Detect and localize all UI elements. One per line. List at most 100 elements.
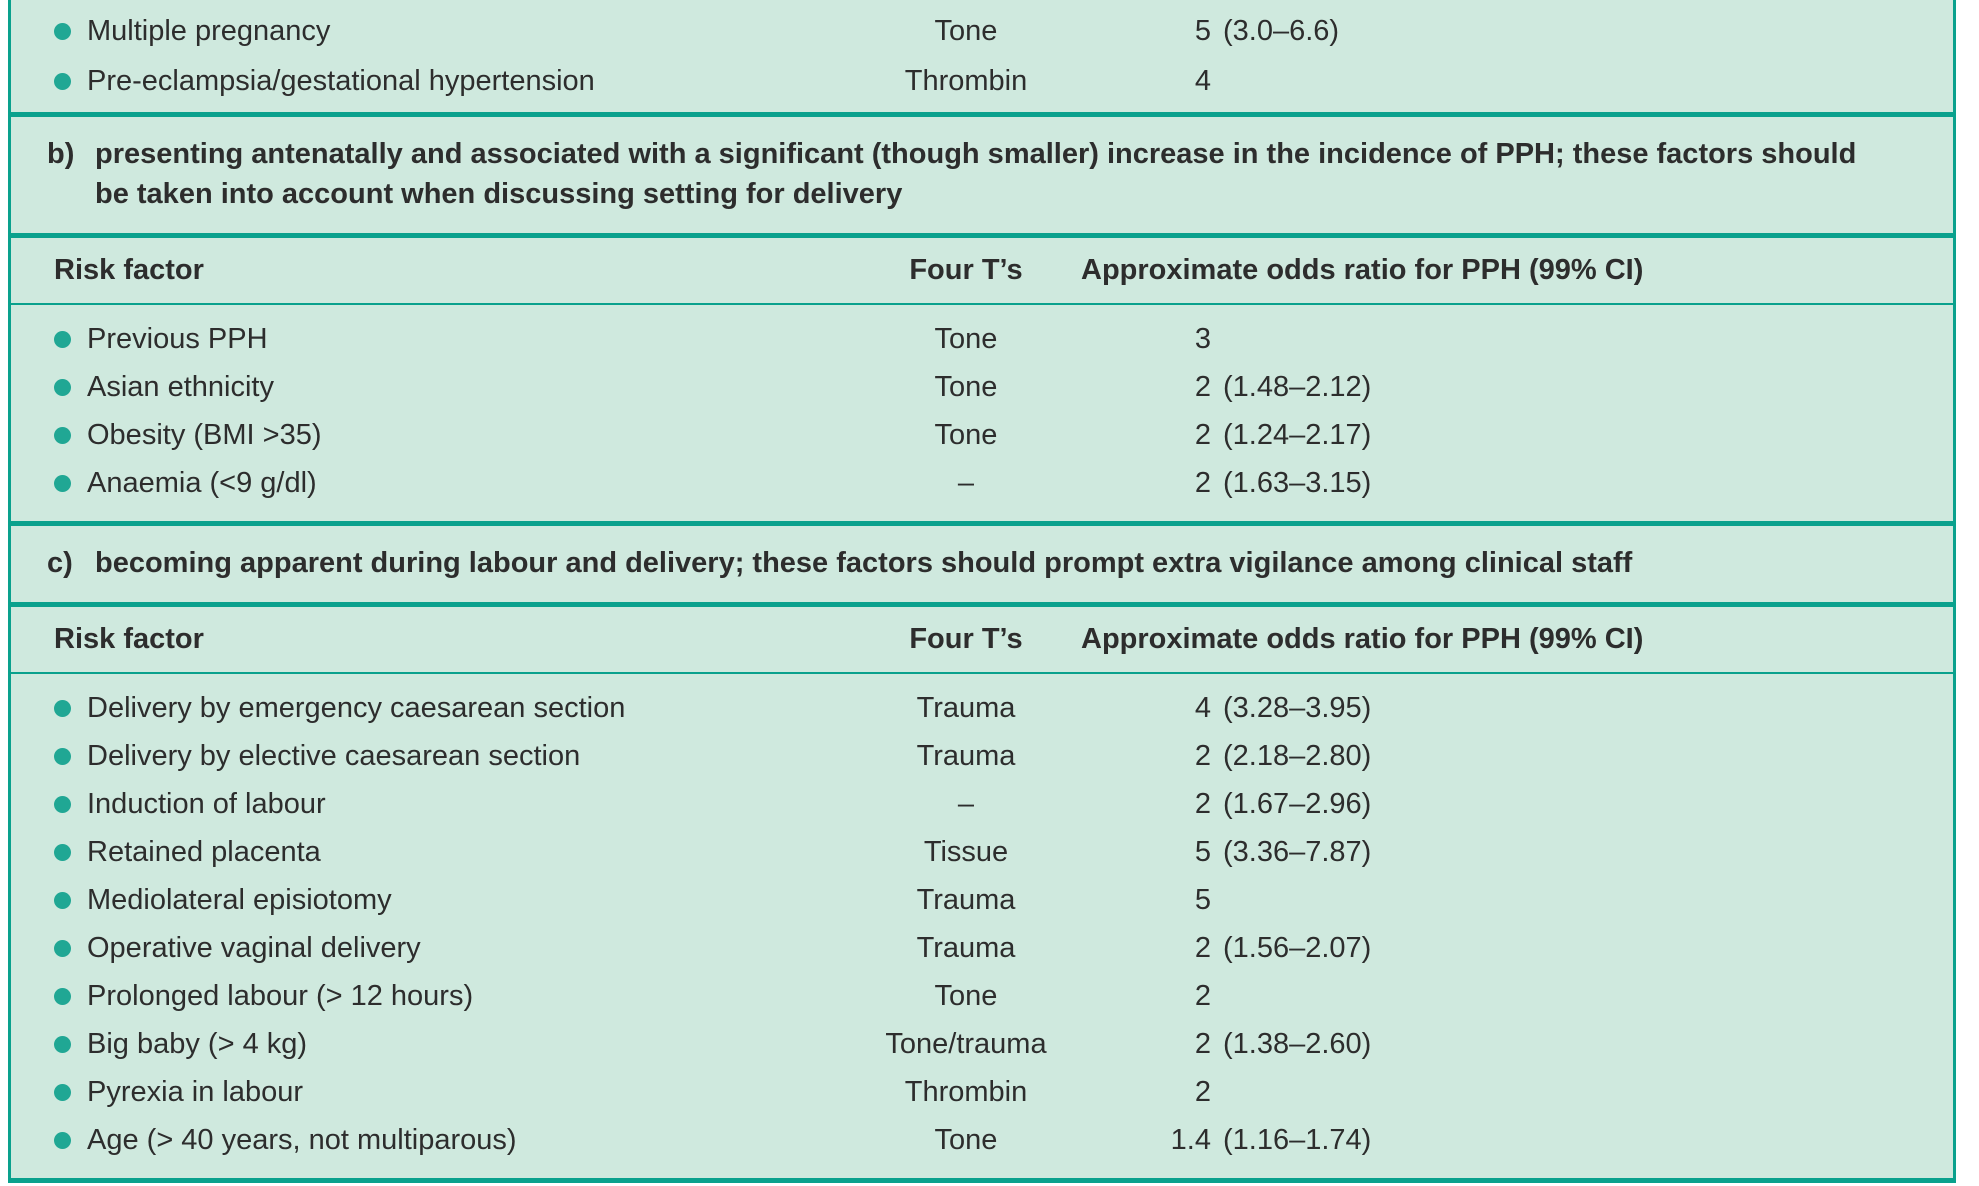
odds-ratio-cell: 2 <box>1194 370 1211 403</box>
table-row: Big baby (> 4 kg) Tone/trauma 2 (1.38–2.… <box>11 1020 1953 1068</box>
risk-factor-cell: Induction of labour <box>87 787 326 820</box>
risk-factor-cell: Anaemia (<9 g/dl) <box>87 466 317 499</box>
risk-factor-cell: Prolonged labour (> 12 hours) <box>87 979 474 1012</box>
bullet-icon <box>54 987 71 1005</box>
bullet-icon <box>54 843 71 861</box>
bullet-icon <box>54 378 71 396</box>
section-label: b) <box>47 138 75 170</box>
table-row: Pyrexia in labour Thrombin 2 <box>11 1068 1953 1116</box>
column-header-risk-factor: Risk factor <box>54 623 204 655</box>
risk-factor-cell: Operative vaginal delivery <box>87 931 421 964</box>
table-row: Asian ethnicity Tone 2 (1.48–2.12) <box>11 363 1953 411</box>
risk-factor-cell: Age (> 40 years, not multiparous) <box>87 1123 517 1156</box>
risk-factor-cell: Asian ethnicity <box>87 370 274 403</box>
bullet-icon <box>54 330 71 348</box>
odds-ratio-cell: 5 <box>1194 883 1211 916</box>
confidence-interval-cell: (1.38–2.60) <box>1223 1027 1372 1060</box>
odds-ratio-cell: 2 <box>1194 466 1211 499</box>
odds-ratio-cell: 3 <box>1194 322 1211 355</box>
odds-ratio-cell: 2 <box>1194 931 1211 964</box>
odds-ratio-cell: 4 <box>1194 64 1211 97</box>
four-ts-cell: Trauma <box>916 883 1016 916</box>
confidence-interval-cell: (1.56–2.07) <box>1223 931 1372 964</box>
odds-ratio-cell: 2 <box>1194 787 1211 820</box>
odds-ratio-cell: 5 <box>1194 14 1211 47</box>
bullet-icon <box>54 795 71 813</box>
bullet-icon <box>54 747 71 765</box>
risk-factor-cell: Multiple pregnancy <box>87 14 331 47</box>
table-row: Retained placenta Tissue 5 (3.36–7.87) <box>11 828 1953 876</box>
four-ts-cell: – <box>957 466 975 499</box>
bullet-icon <box>54 474 71 492</box>
confidence-interval-cell: (3.36–7.87) <box>1223 835 1372 868</box>
bullet-icon <box>54 891 71 909</box>
four-ts-cell: Trauma <box>916 739 1016 772</box>
section-c-column-headers: Risk factor Four T’s Approximate odds ra… <box>11 602 1953 672</box>
section-b-heading: b) presenting antenatally and associated… <box>11 112 1953 233</box>
table-row: Delivery by elective caesarean section T… <box>11 732 1953 780</box>
odds-ratio-cell: 2 <box>1194 418 1211 451</box>
confidence-interval-cell: (1.63–3.15) <box>1223 466 1372 499</box>
four-ts-cell: – <box>957 787 975 820</box>
table-row: Pre-eclampsia/gestational hypertension T… <box>11 56 1953 106</box>
bullet-icon <box>54 1083 71 1101</box>
risk-factor-cell: Obesity (BMI >35) <box>87 418 322 451</box>
odds-ratio-cell: 2 <box>1194 1027 1211 1060</box>
table-row: Prolonged labour (> 12 hours) Tone 2 <box>11 972 1953 1020</box>
section-c-heading: c) becoming apparent during labour and d… <box>11 521 1953 602</box>
risk-factor-cell: Big baby (> 4 kg) <box>87 1027 308 1060</box>
table-row: Operative vaginal delivery Trauma 2 (1.5… <box>11 924 1953 972</box>
column-header-risk-factor: Risk factor <box>54 254 204 286</box>
confidence-interval-cell: (2.18–2.80) <box>1223 739 1372 772</box>
four-ts-cell: Tone <box>934 979 998 1012</box>
odds-ratio-cell: 5 <box>1194 835 1211 868</box>
column-header-odds-ratio: Approximate odds ratio for PPH (99% CI) <box>1081 623 1644 655</box>
four-ts-cell: Tone <box>934 418 998 451</box>
four-ts-cell: Tone/trauma <box>885 1027 1047 1060</box>
confidence-interval-cell: (3.28–3.95) <box>1223 691 1372 724</box>
odds-ratio-cell: 2 <box>1194 979 1211 1012</box>
table-row: Mediolateral episiotomy Trauma 5 <box>11 876 1953 924</box>
four-ts-cell: Trauma <box>916 931 1016 964</box>
risk-factor-cell: Pre-eclampsia/gestational hypertension <box>87 64 595 97</box>
table-row: Age (> 40 years, not multiparous) Tone 1… <box>11 1116 1953 1164</box>
table-row: Anaemia (<9 g/dl) – 2 (1.63–3.15) <box>11 459 1953 507</box>
risk-factor-cell: Delivery by elective caesarean section <box>87 739 581 772</box>
bullet-icon <box>54 939 71 957</box>
section-heading-text: becoming apparent during labour and deli… <box>95 547 1633 579</box>
bullet-icon <box>54 22 71 40</box>
four-ts-cell: Thrombin <box>904 64 1028 97</box>
section-heading-text: presenting antenatally and associated wi… <box>95 138 1857 210</box>
risk-factor-cell: Delivery by emergency caesarean section <box>87 691 626 724</box>
table-row: Previous PPH Tone 3 <box>11 315 1953 363</box>
section-b-column-headers: Risk factor Four T’s Approximate odds ra… <box>11 233 1953 303</box>
pph-risk-factor-table: Multiple pregnancy Tone 5 (3.0–6.6) Pre-… <box>8 0 1956 1183</box>
bullet-icon <box>54 1035 71 1053</box>
table-row: Obesity (BMI >35) Tone 2 (1.24–2.17) <box>11 411 1953 459</box>
four-ts-cell: Trauma <box>916 691 1016 724</box>
section-b-rows: Previous PPH Tone 3 Asian ethnicity Tone… <box>11 303 1953 521</box>
four-ts-cell: Tone <box>934 370 998 403</box>
risk-factor-cell: Pyrexia in labour <box>87 1075 303 1108</box>
table-row: Multiple pregnancy Tone 5 (3.0–6.6) <box>11 6 1953 56</box>
risk-factor-cell: Previous PPH <box>87 322 268 355</box>
confidence-interval-cell: (1.16–1.74) <box>1223 1123 1372 1156</box>
confidence-interval-cell: (1.67–2.96) <box>1223 787 1372 820</box>
bullet-icon <box>54 699 71 717</box>
bullet-icon <box>54 426 71 444</box>
risk-factor-cell: Retained placenta <box>87 835 321 868</box>
risk-factor-cell: Mediolateral episiotomy <box>87 883 392 916</box>
four-ts-cell: Tone <box>934 322 998 355</box>
odds-ratio-cell: 2 <box>1194 1075 1211 1108</box>
column-header-odds-ratio: Approximate odds ratio for PPH (99% CI) <box>1081 254 1644 286</box>
four-ts-cell: Tone <box>934 1123 998 1156</box>
odds-ratio-cell: 1.4 <box>1170 1123 1211 1156</box>
odds-ratio-cell: 4 <box>1194 691 1211 724</box>
column-header-four-ts: Four T’s <box>909 623 1023 655</box>
bullet-icon <box>54 1131 71 1149</box>
confidence-interval-cell: (3.0–6.6) <box>1223 14 1340 47</box>
confidence-interval-cell: (1.48–2.12) <box>1223 370 1372 403</box>
table-row: Delivery by emergency caesarean section … <box>11 684 1953 732</box>
confidence-interval-cell: (1.24–2.17) <box>1223 418 1372 451</box>
four-ts-cell: Tissue <box>923 835 1009 868</box>
